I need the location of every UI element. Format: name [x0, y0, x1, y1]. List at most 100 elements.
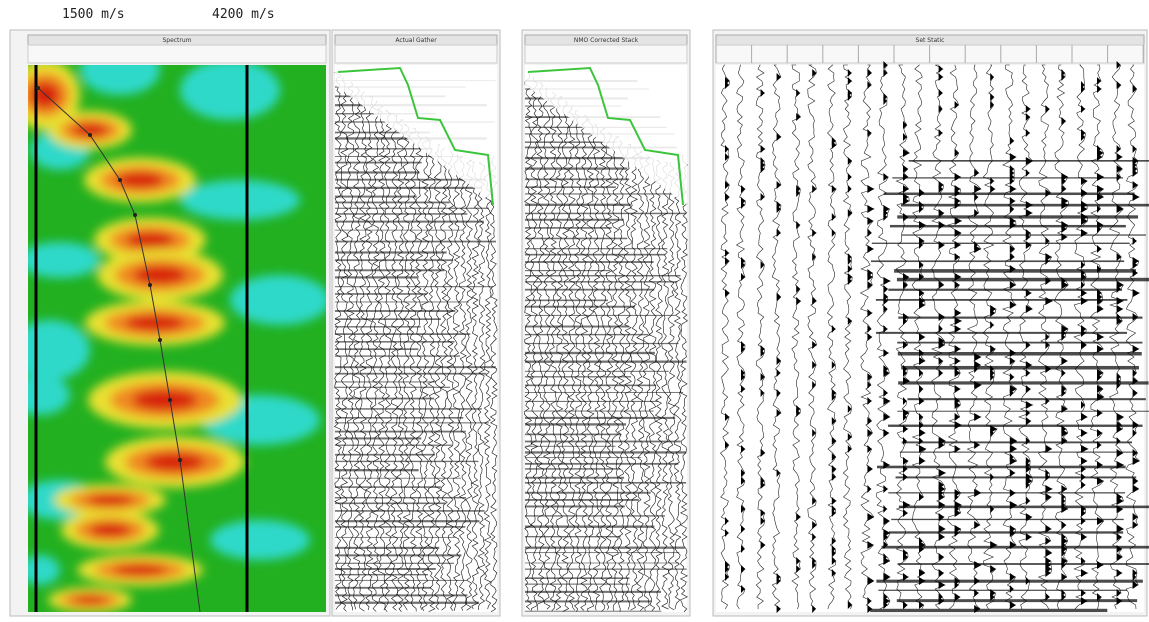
velocity-spectrum — [10, 45, 330, 613]
stack-event — [898, 317, 1142, 319]
reflector — [335, 251, 447, 253]
reflector — [335, 554, 461, 556]
stack-event — [898, 352, 1142, 356]
reflector — [335, 461, 478, 462]
reflector — [335, 348, 418, 350]
reflector — [525, 248, 667, 249]
reflector — [335, 259, 453, 261]
stack-event — [902, 234, 1146, 235]
reflector — [525, 569, 687, 570]
reflector — [525, 300, 608, 302]
reflector — [525, 492, 651, 494]
reflector — [525, 178, 629, 180]
cyan-blob — [230, 275, 330, 325]
reflector — [335, 286, 493, 287]
reflector — [335, 398, 434, 400]
reflector — [525, 343, 679, 344]
reflector — [335, 326, 421, 327]
red-core — [133, 265, 187, 284]
reflector — [525, 434, 621, 436]
panel-title: Spectrum — [162, 37, 191, 44]
reflector — [525, 468, 620, 469]
reflector — [335, 478, 461, 479]
reflector — [335, 171, 419, 173]
reflector — [525, 547, 685, 549]
reflector — [525, 193, 673, 194]
reflector — [335, 387, 450, 388]
axis-strip — [28, 45, 326, 63]
reflector — [525, 600, 651, 602]
stack-event — [907, 398, 1145, 400]
reflector — [335, 293, 427, 295]
reflector — [335, 162, 422, 164]
pick — [148, 283, 152, 287]
red-core — [145, 452, 205, 471]
reflector — [525, 275, 680, 276]
red-core — [126, 232, 174, 249]
reflector — [335, 497, 466, 498]
reflector — [335, 563, 454, 564]
pick — [88, 133, 92, 137]
reflector — [335, 526, 465, 528]
stack-event — [901, 204, 1149, 207]
stack-event — [894, 269, 1136, 273]
reflector — [525, 376, 631, 377]
static-bg — [716, 65, 1144, 612]
reflector — [335, 373, 486, 375]
reflector — [525, 289, 654, 291]
red-core — [116, 172, 164, 189]
reflector — [525, 334, 648, 335]
reflector — [525, 515, 665, 516]
seismic-panels — [335, 45, 1149, 613]
stack-event — [878, 590, 1127, 591]
panel-title: Actual Gather — [395, 37, 437, 44]
reflector — [525, 213, 686, 214]
reflector — [525, 505, 625, 507]
stack-event — [888, 425, 1142, 427]
stack-event — [897, 278, 1149, 282]
reflector — [525, 204, 631, 206]
stack-event — [884, 193, 1135, 196]
reflector — [525, 261, 654, 263]
reflector — [525, 254, 665, 256]
reflector — [335, 587, 431, 589]
pick — [178, 458, 182, 462]
reflector — [525, 441, 681, 443]
reflector — [525, 563, 679, 564]
stack-event — [876, 332, 1127, 334]
stack-event — [882, 546, 1149, 549]
reflector — [525, 525, 654, 527]
reflector — [335, 187, 482, 189]
reflector — [335, 510, 485, 512]
red-core — [89, 523, 131, 537]
reflector — [335, 574, 428, 575]
reflector — [335, 230, 462, 231]
velocity-max: 4200 m/s — [212, 7, 275, 22]
reflector — [335, 301, 469, 302]
reflector — [525, 385, 656, 387]
reflector — [335, 580, 467, 581]
reflector — [335, 537, 455, 538]
red-core — [113, 564, 167, 576]
reflector — [525, 281, 677, 282]
reflector — [525, 591, 661, 593]
pick — [118, 178, 122, 182]
stack-event — [888, 492, 1125, 493]
reflector — [335, 469, 419, 471]
stack-event — [897, 215, 1138, 218]
reflector — [335, 431, 466, 433]
reflector — [525, 219, 624, 221]
screen: 1500 m/s 4200 m/s Spectrum Actual Gather… — [0, 0, 1149, 622]
reflector — [525, 499, 639, 501]
reflector — [525, 451, 686, 453]
stack-event — [897, 411, 1149, 412]
stack-event — [909, 160, 1149, 162]
stack-event — [896, 476, 1137, 478]
stack-event — [877, 466, 1126, 469]
stack-event — [870, 609, 1107, 612]
reflector — [525, 392, 683, 393]
reflector — [335, 148, 432, 149]
reflector — [525, 326, 629, 328]
reflector — [525, 477, 624, 479]
reflector — [335, 547, 439, 549]
